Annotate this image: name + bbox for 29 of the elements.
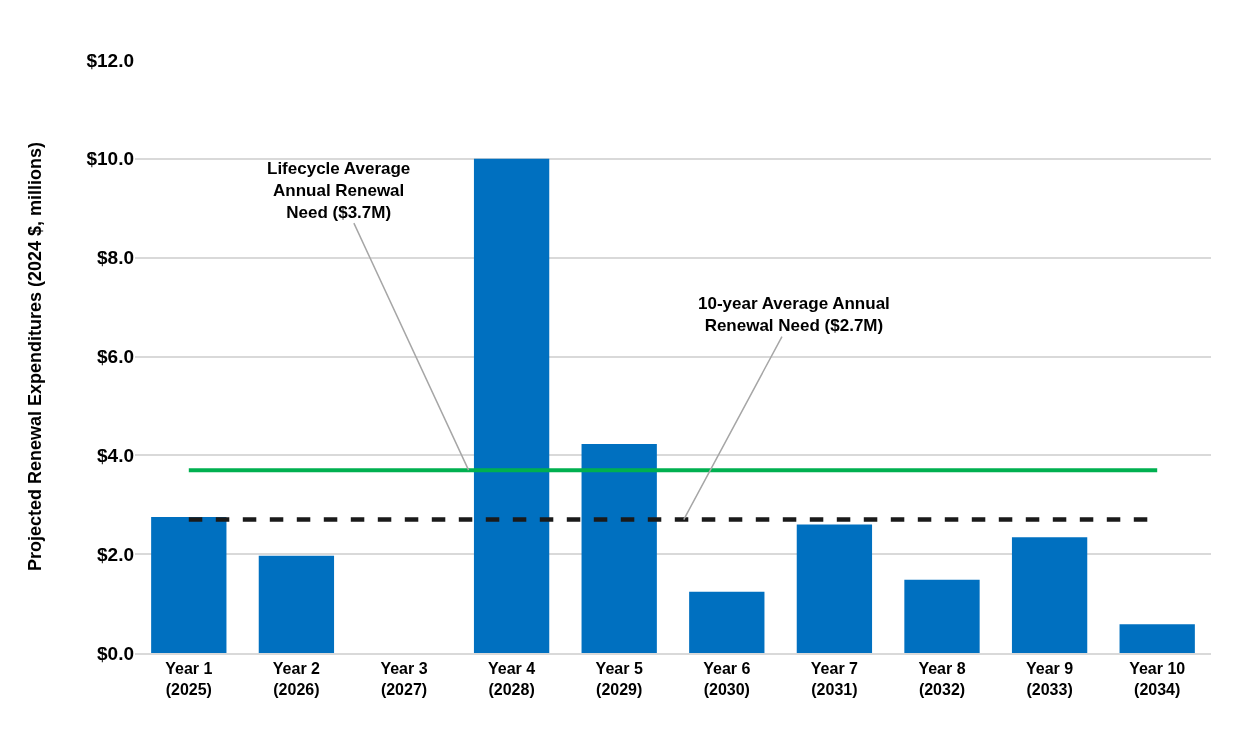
ref-line-label: 10-year Average Annual Renewal Need ($2.7M)	[698, 294, 890, 336]
x-tick-label: Year 4 (2028)	[488, 659, 536, 698]
bar	[151, 517, 227, 653]
bar	[1011, 537, 1088, 653]
x-tick-label: Year 3 (2027)	[380, 659, 428, 698]
x-tick-label: Year 5 (2029)	[595, 659, 643, 698]
y-tick-label: $2.0	[97, 543, 134, 565]
bar	[1119, 624, 1195, 653]
y-tick-label: $10.0	[86, 148, 134, 170]
y-axis-title: Projected Renewal Expenditures (2024 $, millions)	[24, 141, 45, 572]
bar	[796, 524, 873, 653]
bar	[904, 579, 980, 653]
x-tick-label: Year 1 (2025)	[165, 659, 213, 698]
x-tick-label: Year 10 (2034)	[1129, 659, 1186, 698]
y-tick-label: $8.0	[97, 247, 134, 269]
bar	[473, 158, 550, 653]
bar	[689, 591, 765, 653]
ref-line-label: Lifecycle Average Annual Renewal Need ($3.7M)	[267, 159, 411, 223]
bar	[581, 443, 657, 653]
x-tick-label: Year 8 (2032)	[918, 659, 966, 698]
bar	[258, 555, 335, 653]
x-tick-label: Year 9 (2033)	[1026, 659, 1074, 698]
x-tick-label: Year 6 (2030)	[703, 659, 751, 698]
y-tick-label: $12.0	[86, 49, 134, 71]
y-tick-label: $4.0	[97, 444, 134, 466]
y-tick-label: $0.0	[97, 642, 134, 664]
x-tick-label: Year 7 (2031)	[810, 659, 859, 698]
x-tick-label: Year 2 (2026)	[272, 659, 321, 698]
y-tick-label: $6.0	[97, 346, 134, 368]
